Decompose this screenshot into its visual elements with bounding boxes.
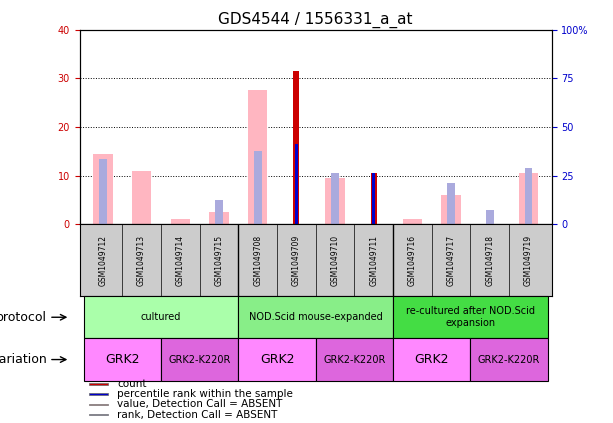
Text: GSM1049719: GSM1049719: [524, 235, 533, 286]
Text: cultured: cultured: [141, 312, 181, 322]
Text: GRK2-K220R: GRK2-K220R: [478, 354, 540, 365]
Text: protocol: protocol: [0, 311, 47, 324]
Title: GDS4544 / 1556331_a_at: GDS4544 / 1556331_a_at: [218, 12, 413, 28]
Bar: [238, 338, 316, 381]
Text: genotype/variation: genotype/variation: [0, 353, 47, 366]
Bar: [393, 296, 548, 338]
Text: GSM1049710: GSM1049710: [330, 235, 340, 286]
Bar: [295, 144, 298, 224]
Bar: [525, 168, 532, 224]
Text: count: count: [118, 379, 147, 389]
Bar: [89, 383, 108, 385]
Text: GSM1049712: GSM1049712: [99, 235, 107, 286]
Bar: [209, 212, 229, 224]
Text: GRK2: GRK2: [414, 353, 449, 366]
Text: GSM1049708: GSM1049708: [253, 235, 262, 286]
Text: GSM1049709: GSM1049709: [292, 234, 301, 286]
Bar: [326, 178, 345, 224]
Text: GSM1049716: GSM1049716: [408, 235, 417, 286]
Text: GSM1049718: GSM1049718: [485, 235, 494, 286]
Bar: [294, 71, 299, 224]
Bar: [215, 200, 223, 224]
Text: re-cultured after NOD.Scid
expansion: re-cultured after NOD.Scid expansion: [406, 306, 535, 328]
Bar: [470, 338, 548, 381]
Bar: [331, 173, 339, 224]
Text: GSM1049711: GSM1049711: [369, 235, 378, 286]
Bar: [248, 91, 267, 224]
Text: GRK2: GRK2: [105, 353, 140, 366]
Text: percentile rank within the sample: percentile rank within the sample: [118, 389, 294, 399]
Bar: [83, 338, 161, 381]
Bar: [89, 414, 108, 415]
Bar: [254, 151, 262, 224]
Bar: [83, 296, 238, 338]
Bar: [93, 154, 113, 224]
Text: GSM1049714: GSM1049714: [176, 235, 185, 286]
Bar: [486, 210, 493, 224]
Text: GSM1049717: GSM1049717: [447, 235, 455, 286]
Text: GRK2-K220R: GRK2-K220R: [169, 354, 231, 365]
Bar: [372, 173, 375, 224]
Bar: [99, 159, 107, 224]
Bar: [238, 296, 393, 338]
Bar: [161, 338, 238, 381]
Text: GRK2: GRK2: [260, 353, 294, 366]
Bar: [316, 338, 393, 381]
Text: GSM1049713: GSM1049713: [137, 235, 146, 286]
Bar: [170, 220, 190, 224]
Bar: [519, 173, 538, 224]
Text: GRK2-K220R: GRK2-K220R: [323, 354, 386, 365]
Bar: [441, 195, 461, 224]
Bar: [89, 404, 108, 405]
Text: rank, Detection Call = ABSENT: rank, Detection Call = ABSENT: [118, 409, 278, 420]
Bar: [89, 393, 108, 395]
Bar: [393, 338, 470, 381]
Text: GSM1049715: GSM1049715: [215, 235, 224, 286]
Bar: [371, 173, 376, 224]
Bar: [447, 183, 455, 224]
Text: NOD.Scid mouse-expanded: NOD.Scid mouse-expanded: [249, 312, 383, 322]
Bar: [132, 171, 151, 224]
Bar: [403, 220, 422, 224]
Text: value, Detection Call = ABSENT: value, Detection Call = ABSENT: [118, 399, 283, 409]
